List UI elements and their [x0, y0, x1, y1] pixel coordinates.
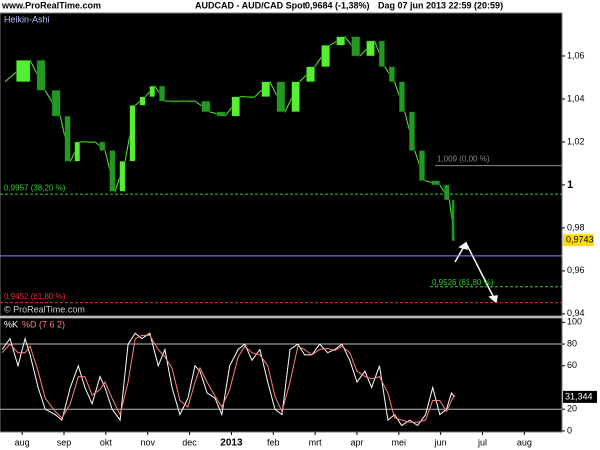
level-label: 0,9957 (38,20 %) — [4, 183, 66, 192]
legend-entry: %D (7 6 2) — [22, 319, 65, 329]
candle-body — [431, 180, 441, 186]
candle-body — [186, 100, 196, 103]
indicator-panel — [0, 317, 563, 433]
x-tick-label: dec — [182, 437, 197, 447]
candle-body — [216, 111, 226, 117]
y-tick-label: 20 — [567, 404, 577, 414]
y-tick-label: 0,94 — [567, 308, 585, 318]
period: Dag 07 jun 2013 22:59 (20:59) — [378, 0, 503, 10]
y-tick-label: 0 — [567, 425, 572, 435]
candle-body — [201, 100, 211, 113]
candle-body — [36, 60, 46, 91]
instrument: AUDCAD - AUD/CAD Spot — [195, 0, 306, 10]
level-label: 0,9452 (61,80 %) — [4, 292, 66, 301]
x-tick-label: feb — [267, 437, 280, 447]
price-panel — [0, 12, 563, 317]
candle-body — [119, 161, 126, 192]
candle-body — [246, 96, 256, 99]
candle-body — [64, 115, 71, 162]
y-tick-label: 1 — [567, 179, 573, 191]
x-tick-label: sep — [57, 437, 72, 447]
arrow-head — [488, 295, 498, 304]
y-tick-label: 100 — [567, 317, 582, 327]
indicator-line — [1, 334, 455, 423]
y-tick-label: 60 — [567, 360, 577, 370]
candle-body — [408, 111, 415, 151]
x-tick-label: aug — [517, 437, 532, 447]
watermark: © ProRealTime.com — [4, 304, 85, 314]
candle-body — [351, 36, 361, 57]
candle-body — [398, 81, 405, 113]
value-badge-label: 31,344 — [565, 391, 593, 401]
candle-body — [16, 60, 31, 82]
candle-body — [261, 81, 271, 98]
indicator-line — [1, 332, 455, 427]
candle-body — [51, 90, 61, 117]
candle-body — [321, 45, 330, 67]
candle-body — [419, 150, 425, 181]
candle-body — [74, 141, 81, 162]
candle-body — [86, 141, 96, 144]
candle-body — [388, 66, 395, 82]
x-tick-label: jun — [434, 437, 447, 447]
candle-body — [231, 96, 240, 117]
candle-body — [366, 40, 375, 57]
y-tick-label: 1,06 — [567, 50, 585, 60]
candle-body — [443, 184, 450, 201]
candle-body — [109, 150, 116, 192]
x-tick-label: mei — [392, 437, 407, 447]
y-tick-label: 0,96 — [567, 265, 585, 275]
arrow-head — [458, 241, 468, 251]
price-badge — [563, 234, 594, 247]
candle-body — [139, 96, 146, 106]
candle-body — [99, 141, 106, 151]
y-tick-label: 80 — [567, 338, 577, 348]
candle-body — [336, 36, 346, 46]
candle-body — [306, 66, 315, 82]
x-tick-label: aug — [15, 437, 30, 447]
chart-type: Heikin-Ashi — [4, 14, 50, 24]
candle-body — [159, 85, 166, 102]
legend-entry: %K — [4, 319, 18, 329]
y-tick-label: 1,02 — [567, 136, 585, 146]
x-tick-label: 2013 — [220, 438, 243, 449]
candle-body — [378, 40, 385, 67]
y-tick-label: 0,98 — [567, 222, 585, 232]
quote: 0,9684 (-1,38%) — [305, 0, 370, 10]
level-label: 1,009 (0,00 %) — [437, 155, 490, 164]
value-badge — [563, 390, 597, 403]
site: www.ProRealTime.com — [1, 0, 101, 10]
level-label: 0,9526 (61,80 %) — [432, 278, 494, 287]
candle-body — [451, 199, 455, 241]
x-tick-label: okt — [100, 437, 113, 447]
candle-body — [149, 85, 156, 98]
candle-body — [171, 100, 181, 103]
candle-body — [129, 105, 136, 162]
x-tick-label: nov — [140, 437, 155, 447]
x-tick-label: jul — [477, 437, 487, 447]
x-tick-label: apr — [350, 437, 363, 447]
candle-body — [291, 81, 300, 113]
candle-body — [276, 81, 286, 113]
x-tick-label: mrt — [309, 437, 322, 447]
y-tick-label: 1,04 — [567, 93, 585, 103]
price-badge-label: 0,9743 — [566, 235, 594, 245]
